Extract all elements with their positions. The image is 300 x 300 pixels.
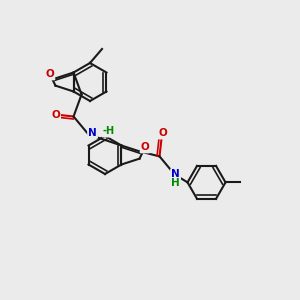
Text: O: O [158, 128, 167, 138]
Text: O: O [141, 142, 149, 152]
Text: N: N [171, 169, 180, 179]
Text: -H: -H [103, 127, 115, 136]
Text: N: N [88, 128, 97, 137]
Text: O: O [46, 69, 54, 79]
Text: H: H [171, 178, 180, 188]
Text: O: O [51, 110, 60, 119]
